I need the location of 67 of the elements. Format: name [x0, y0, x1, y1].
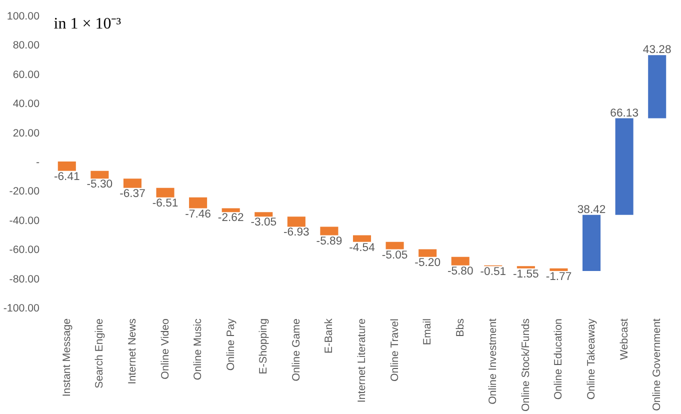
bar	[320, 226, 338, 236]
bar	[254, 212, 273, 217]
bar	[648, 55, 666, 118]
bar	[90, 170, 109, 179]
x-tick-label: Online Video	[159, 318, 172, 380]
x-tick-label: Bbs	[454, 318, 466, 337]
data-label: -6.51	[152, 197, 178, 210]
x-tick-label: E-Bank	[323, 318, 336, 354]
bar	[615, 118, 634, 215]
data-label: -1.55	[513, 268, 539, 280]
x-tick-label: Email	[422, 318, 434, 346]
data-label: -2.62	[218, 212, 244, 224]
x-tick-label: Online Travel	[388, 318, 401, 382]
x-tick-label: Online Education	[552, 318, 565, 400]
x-tick-label: Online Pay	[224, 318, 237, 371]
data-label: -6.37	[120, 188, 146, 200]
bar	[352, 235, 372, 242]
bar	[156, 188, 174, 198]
bar	[287, 216, 306, 227]
data-label: -1.77	[546, 270, 572, 283]
y-tick-label: -100.00	[3, 302, 40, 314]
data-label: -6.93	[284, 226, 310, 239]
data-label: -0.51	[480, 266, 506, 278]
bar	[451, 256, 470, 266]
y-tick-label: 60.00	[12, 68, 40, 81]
data-label: -6.41	[54, 170, 80, 183]
x-tick-label: E-Shopping	[258, 318, 270, 374]
data-label: -7.46	[185, 208, 211, 220]
x-tick-label: Search Engine	[94, 318, 106, 388]
x-tick-label: Webcast	[618, 318, 630, 360]
bar	[123, 178, 142, 188]
y-tick-label: 80.00	[12, 40, 40, 52]
data-label: -4.54	[349, 242, 375, 254]
x-tick-label: Instant Message	[60, 318, 73, 397]
bar	[386, 242, 404, 250]
data-label: -5.30	[86, 178, 113, 191]
y-tick-label: -60.00	[9, 244, 40, 256]
bar	[58, 162, 76, 171]
x-tick-label: Online Music	[192, 318, 204, 380]
x-tick-label: Internet Literature	[356, 318, 368, 403]
y-tick-label: 40.00	[12, 98, 40, 110]
bar	[550, 268, 568, 271]
bar	[189, 197, 208, 208]
y-tick-label: -20.00	[9, 186, 40, 198]
x-tick-label: Online Takeaway	[586, 318, 598, 400]
bar	[582, 214, 601, 271]
data-label: 43.28	[642, 44, 672, 56]
bar	[222, 208, 240, 212]
y-tick-label: 100.00	[6, 10, 40, 22]
data-label: -3.05	[250, 216, 277, 229]
data-label: 66.13	[610, 107, 638, 120]
y-tick-label: -40.00	[9, 214, 40, 227]
y-tick-label: -80.00	[9, 273, 40, 286]
data-label: -5.20	[414, 256, 440, 269]
y-tick-label: -	[36, 156, 40, 168]
y-tick-label: 20.00	[12, 127, 40, 140]
data-label: 38.42	[577, 204, 606, 216]
x-tick-label: Online Game	[290, 318, 302, 382]
x-tick-label: Online Government	[651, 318, 664, 411]
data-label: -5.89	[316, 235, 342, 248]
annotation: in 1 × 10⁻³	[54, 16, 122, 32]
bar	[418, 249, 437, 257]
x-tick-label: Online Stock/Funds	[520, 318, 532, 412]
x-tick-label: Online Investment	[487, 318, 500, 404]
data-label: -5.05	[382, 249, 408, 262]
x-tick-label: Internet News	[126, 318, 138, 384]
data-label: -5.80	[447, 265, 474, 278]
